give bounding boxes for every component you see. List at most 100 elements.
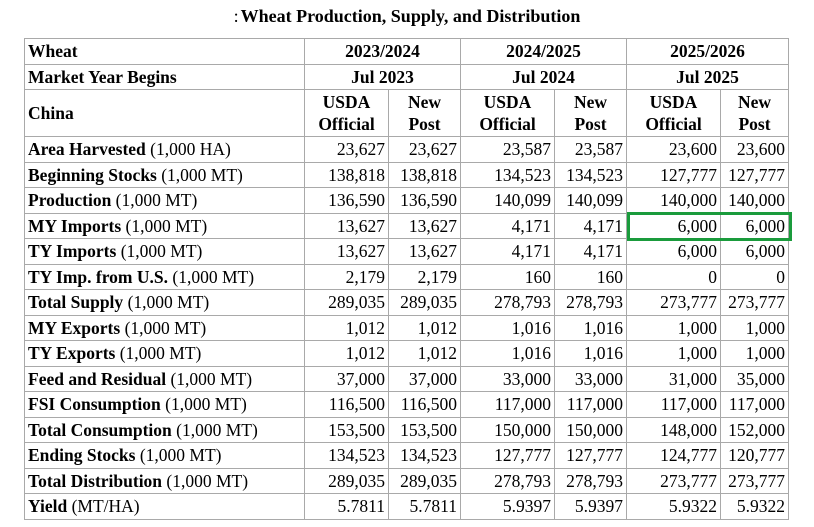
- row-label: Total Supply (1,000 MT): [24, 289, 305, 316]
- value-cell: 160: [460, 263, 555, 290]
- commodity-header: Wheat: [24, 38, 305, 65]
- value-cell: 23,627: [304, 136, 389, 163]
- table-row: Production (1,000 MT) 136,590 136,590 140,0…: [24, 187, 789, 214]
- row-name: Total Supply: [28, 292, 124, 313]
- value-cell: 136,590: [388, 187, 461, 214]
- row-label: Total Distribution (1,000 MT): [24, 467, 305, 494]
- value-cell: 5.7811: [304, 493, 389, 520]
- value-cell: 140,000: [720, 187, 789, 214]
- value-cell: 127,777: [554, 442, 627, 469]
- value-cell: 6,000: [626, 238, 721, 265]
- row-name: MY Imports: [28, 215, 122, 236]
- table-title: : Wheat Production, Supply, and Distribut…: [0, 4, 814, 28]
- value-cell: 120,777: [720, 442, 789, 469]
- value-cell: 124,777: [626, 442, 721, 469]
- table-row: TY Imports (1,000 MT) 13,627 13,627 4,171 4,…: [24, 238, 789, 265]
- value-cell: 6,000: [626, 212, 721, 239]
- begins-header-2: Jul 2024: [460, 63, 627, 90]
- value-cell: 289,035: [388, 289, 461, 316]
- usda-official-header: USDA Official: [304, 89, 389, 137]
- table-row: Ending Stocks (1,000 MT) 134,523 134,523 12…: [24, 442, 789, 469]
- value-cell: 152,000: [720, 416, 789, 443]
- row-name: Ending Stocks: [28, 445, 136, 466]
- value-cell: 13,627: [304, 238, 389, 265]
- value-cell: 33,000: [554, 365, 627, 392]
- row-unit: (1,000 MT): [119, 343, 202, 364]
- value-cell: 6,000: [720, 212, 789, 239]
- value-cell: 2,179: [388, 263, 461, 290]
- row-label: TY Exports (1,000 MT): [24, 340, 305, 367]
- value-cell: 278,793: [460, 289, 555, 316]
- value-cell: 134,523: [554, 161, 627, 188]
- value-cell: 278,793: [554, 467, 627, 494]
- header-row-years: Wheat 2023/2024 2024/2025 2025/2026: [24, 38, 789, 65]
- row-name: Total Consumption: [28, 419, 172, 440]
- row-label: TY Imports (1,000 MT): [24, 238, 305, 265]
- header-row-sources: China USDA Official New Post USDA Official …: [24, 89, 789, 137]
- row-unit: (1,000 MT): [139, 445, 222, 466]
- row-label: TY Imp. from U.S. (1,000 MT): [24, 263, 305, 290]
- value-cell: 33,000: [460, 365, 555, 392]
- market-year-header: Market Year Begins: [24, 63, 305, 90]
- value-cell: 153,500: [388, 416, 461, 443]
- row-name: TY Imp. from U.S.: [28, 266, 169, 287]
- year-header-2: 2024/2025: [460, 38, 627, 65]
- value-cell: 117,000: [626, 391, 721, 418]
- header-row-begins: Market Year Begins Jul 2023 Jul 2024 Jul…: [24, 63, 789, 90]
- row-label: Total Consumption (1,000 MT): [24, 416, 305, 443]
- table-body: Area Harvested (1,000 HA) 23,627 23,627 23,…: [24, 136, 789, 520]
- value-cell: 138,818: [304, 161, 389, 188]
- value-cell: 5.9322: [720, 493, 789, 520]
- row-unit: (1,000 MT): [172, 266, 255, 287]
- value-cell: 1,016: [460, 340, 555, 367]
- value-cell: 37,000: [388, 365, 461, 392]
- row-unit: (1,000 MT): [125, 215, 208, 236]
- row-unit: (1,000 MT): [170, 368, 253, 389]
- usda-official-header: USDA Official: [626, 89, 721, 137]
- row-unit: (1,000 MT): [115, 190, 198, 211]
- value-cell: 23,600: [626, 136, 721, 163]
- new-post-header: New Post: [388, 89, 461, 137]
- new-post-header: New Post: [554, 89, 627, 137]
- value-cell: 150,000: [460, 416, 555, 443]
- value-cell: 1,012: [388, 314, 461, 341]
- value-cell: 127,777: [720, 161, 789, 188]
- value-cell: 23,627: [388, 136, 461, 163]
- value-cell: 23,587: [554, 136, 627, 163]
- table-row: Yield (MT/HA) 5.7811 5.7811 5.9397 5.9397 5.9…: [24, 493, 789, 520]
- value-cell: 153,500: [304, 416, 389, 443]
- table-row: TY Exports (1,000 MT) 1,012 1,012 1,016 1,01…: [24, 340, 789, 367]
- value-cell: 127,777: [460, 442, 555, 469]
- value-cell: 37,000: [304, 365, 389, 392]
- value-cell: 134,523: [388, 442, 461, 469]
- row-unit: (1,000 MT): [165, 394, 247, 415]
- value-cell: 278,793: [554, 289, 627, 316]
- value-cell: 134,523: [304, 442, 389, 469]
- value-cell: 273,777: [626, 289, 721, 316]
- value-cell: 1,000: [626, 314, 721, 341]
- value-cell: 5.7811: [388, 493, 461, 520]
- row-unit: (1,000 MT): [161, 164, 243, 185]
- title-text: Wheat Production, Supply, and Distributi…: [240, 6, 581, 26]
- value-cell: 134,523: [460, 161, 555, 188]
- row-unit: (1,000 MT): [166, 470, 249, 491]
- table-row: MY Exports (1,000 MT) 1,012 1,012 1,016 1,01…: [24, 314, 789, 341]
- value-cell: 289,035: [304, 467, 389, 494]
- value-cell: 273,777: [720, 467, 789, 494]
- value-cell: 1,012: [304, 314, 389, 341]
- row-name: Feed and Residual: [28, 368, 167, 389]
- table-row: Total Supply (1,000 MT) 289,035 289,035 278…: [24, 289, 789, 316]
- value-cell: 127,777: [626, 161, 721, 188]
- value-cell: 140,099: [554, 187, 627, 214]
- row-unit: (MT/HA): [71, 496, 140, 517]
- table-row: Area Harvested (1,000 HA) 23,627 23,627 23,…: [24, 136, 789, 163]
- usda-official-header: USDA Official: [460, 89, 555, 137]
- begins-header-1: Jul 2023: [304, 63, 461, 90]
- value-cell: 23,600: [720, 136, 789, 163]
- row-name: Production: [28, 190, 112, 211]
- row-label: Yield (MT/HA): [24, 493, 305, 520]
- table-row: Beginning Stocks (1,000 MT) 138,818 138,81…: [24, 161, 789, 188]
- value-cell: 140,000: [626, 187, 721, 214]
- value-cell: 117,000: [460, 391, 555, 418]
- row-name: Beginning Stocks: [28, 164, 157, 185]
